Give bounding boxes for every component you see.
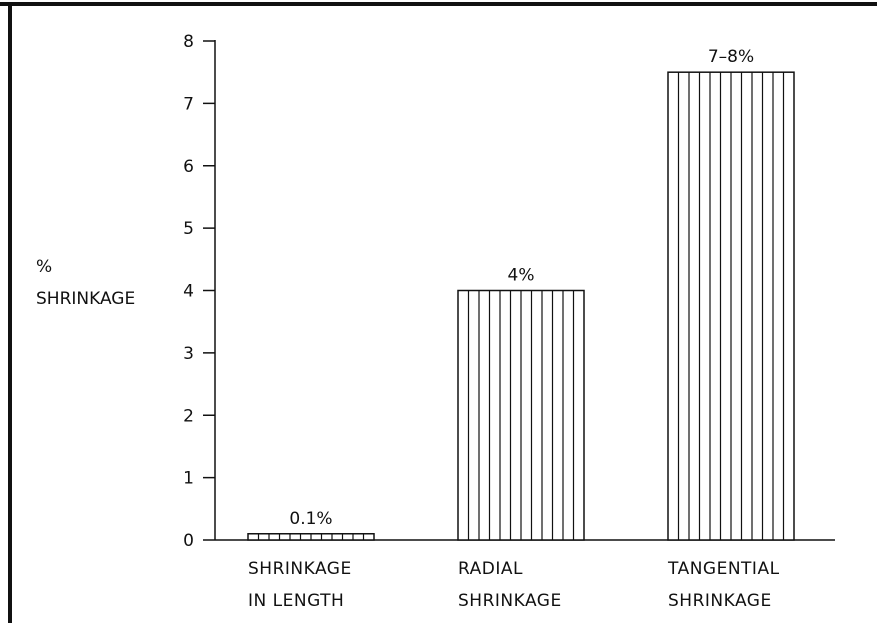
- bar: [667, 71, 795, 541]
- y-axis-label-line-1: %: [36, 257, 52, 277]
- category-label: SHRINKAGE: [248, 559, 352, 579]
- y-tick-label: 6: [183, 157, 194, 177]
- category-labels: SHRINKAGE IN LENGTH RADIAL SHRINKAGE TANGENT…: [248, 559, 780, 611]
- bar: [247, 533, 375, 541]
- category-label: RADIAL: [458, 559, 523, 579]
- category-label: TANGENTIAL: [667, 559, 780, 579]
- y-tick-label: 2: [183, 406, 194, 426]
- data-labels: 0.1% 4% 7–8%: [289, 47, 754, 529]
- category-label: SHRINKAGE: [458, 591, 562, 611]
- y-tick-label: 1: [183, 469, 194, 489]
- category-label: SHRINKAGE: [668, 591, 772, 611]
- y-tick-label: 0: [183, 531, 194, 551]
- y-tick-label: 5: [183, 219, 194, 239]
- y-axis-ticks: 0 1 2 3 4 5 6 7 8: [183, 32, 215, 551]
- y-axis-label-line-2: SHRINKAGE: [36, 289, 135, 309]
- y-tick-label: 8: [183, 32, 194, 52]
- y-tick-label: 3: [183, 344, 194, 364]
- bar-data-label: 4%: [508, 266, 535, 286]
- bars: [247, 71, 795, 541]
- category-label: IN LENGTH: [248, 591, 344, 611]
- y-tick-label: 7: [183, 94, 194, 114]
- bar-data-label: 7–8%: [708, 47, 754, 67]
- bar-data-label: 0.1%: [289, 509, 332, 529]
- y-tick-label: 4: [183, 282, 194, 302]
- bar: [457, 289, 585, 541]
